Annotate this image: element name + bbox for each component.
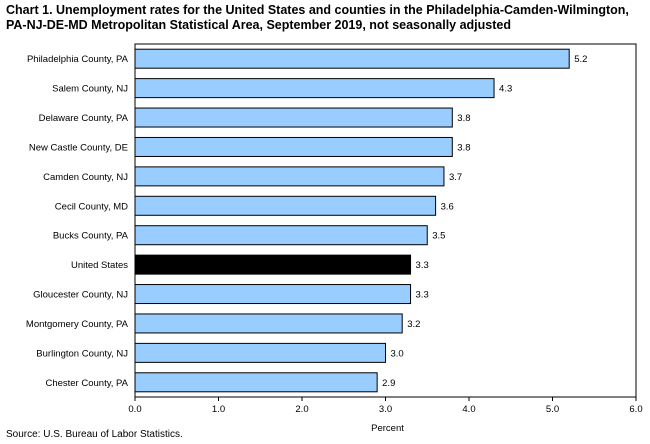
x-tick-label: 2.0: [295, 404, 308, 415]
data-label: 3.3: [416, 260, 429, 271]
data-label: 3.0: [391, 348, 404, 359]
x-tick-label: 6.0: [629, 404, 642, 415]
bar: [134, 342, 386, 363]
data-label: 3.6: [441, 201, 454, 212]
category-label: Philadelphia County, PA: [27, 54, 129, 65]
x-tick-label: 4.0: [462, 404, 475, 415]
category-label: Salem County, NJ: [52, 84, 128, 95]
x-tick-label: 0.0: [128, 404, 141, 415]
bar: [134, 225, 428, 246]
category-label: Camden County, NJ: [43, 172, 128, 183]
data-label: 3.8: [457, 113, 470, 124]
data-label: 3.3: [416, 290, 429, 301]
category-label: Burlington County, NJ: [36, 348, 128, 359]
x-tick-label: 1.0: [212, 404, 225, 415]
data-label: 5.2: [574, 54, 587, 65]
bar-highlight: [134, 254, 412, 275]
x-axis-title: Percent: [371, 423, 404, 434]
category-label: Gloucester County, NJ: [33, 290, 128, 301]
category-label: United States: [71, 260, 128, 271]
category-label: New Castle County, DE: [29, 142, 128, 153]
bar: [134, 313, 403, 334]
bar: [134, 48, 570, 69]
chart-title: Chart 1. Unemployment rates for the Unit…: [6, 3, 629, 32]
category-label: Cecil County, MD: [55, 201, 128, 212]
data-label: 3.7: [449, 172, 462, 183]
data-label: 3.2: [407, 319, 420, 330]
bar: [134, 166, 445, 187]
data-label: 2.9: [382, 378, 395, 389]
bar: [134, 195, 437, 216]
bar: [134, 284, 412, 305]
bar: [134, 372, 378, 393]
category-label: Chester County, PA: [45, 378, 128, 389]
category-label: Montgomery County, PA: [26, 319, 129, 330]
x-tick-label: 5.0: [546, 404, 559, 415]
bar: [134, 78, 495, 99]
x-tick-label: 3.0: [379, 404, 392, 415]
data-label: 3.8: [457, 142, 470, 153]
data-label: 4.3: [499, 84, 512, 95]
source-note: Source: U.S. Bureau of Labor Statistics.: [6, 429, 183, 440]
data-label: 3.5: [432, 231, 445, 242]
bar: [134, 107, 453, 128]
bar: [134, 136, 453, 157]
category-label: Bucks County, PA: [53, 231, 129, 242]
category-label: Delaware County, PA: [39, 113, 129, 124]
